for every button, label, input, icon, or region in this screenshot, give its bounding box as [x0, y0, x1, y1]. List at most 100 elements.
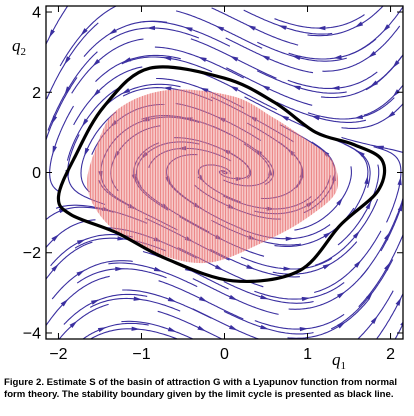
flow-arrow	[229, 55, 239, 62]
streamline	[46, 22, 99, 100]
flow-arrow	[397, 176, 402, 186]
streamline	[365, 53, 403, 91]
streamline	[254, 282, 345, 300]
flow-arrow	[337, 322, 346, 329]
flow-arrow	[254, 148, 263, 156]
streamline	[357, 290, 394, 339]
flow-arrow	[167, 296, 177, 303]
streamline	[287, 298, 370, 339]
flow-arrow	[336, 291, 346, 299]
flow-arrow	[80, 28, 88, 36]
x-tick-label: −1	[132, 346, 150, 363]
flow-arrow	[382, 24, 391, 32]
flow-arrow	[167, 327, 177, 333]
flow-arrow	[260, 324, 269, 330]
streamline	[320, 56, 403, 99]
flow-arrow	[229, 85, 239, 92]
flow-arrow	[375, 145, 385, 150]
flow-arrow	[322, 263, 332, 270]
flow-arrow	[60, 299, 69, 307]
streamline	[243, 9, 333, 35]
streamline	[348, 6, 403, 56]
streamline	[121, 320, 195, 339]
flow-arrow	[323, 231, 332, 239]
flow-arrow	[354, 260, 362, 268]
flow-arrow	[395, 297, 402, 306]
flow-arrow	[301, 296, 311, 302]
flow-arrow	[76, 270, 85, 277]
flow-arrow	[214, 264, 224, 271]
flow-arrow	[81, 118, 89, 127]
flow-arrow	[229, 324, 238, 331]
flow-arrow	[261, 55, 270, 61]
streamline	[343, 143, 369, 220]
flow-arrow	[64, 56, 71, 65]
flow-arrow	[84, 147, 90, 157]
streamline	[76, 268, 167, 284]
flow-arrow	[365, 291, 373, 300]
streamline	[58, 303, 109, 339]
flow-arrow	[247, 25, 256, 31]
x-axis-label: q1	[332, 350, 346, 372]
flow-arrow	[268, 167, 273, 176]
flow-arrow	[305, 201, 315, 208]
flow-arrow	[51, 263, 59, 272]
flow-arrow	[352, 230, 360, 239]
streamline	[46, 275, 110, 327]
flow-arrow	[336, 197, 343, 206]
flow-arrow	[146, 25, 156, 31]
flow-arrow	[76, 239, 86, 245]
streamline	[121, 56, 213, 73]
streamline	[376, 292, 403, 339]
flow-arrow	[90, 299, 100, 305]
flow-arrow	[133, 296, 143, 301]
flow-arrow	[331, 85, 340, 91]
flow-arrow	[198, 296, 208, 302]
flow-arrow	[97, 327, 107, 333]
flow-arrow	[283, 266, 292, 271]
flow-arrow	[131, 326, 141, 331]
flow-arrow	[354, 114, 363, 119]
phase-portrait-plot: −2 −1 0 1 2 −4 −2 0 2 4 q1 q2	[12, 5, 404, 372]
flow-arrow	[198, 56, 207, 63]
flow-arrow	[292, 85, 301, 91]
streamline	[240, 256, 333, 270]
flow-arrow	[93, 89, 101, 97]
flow-arrow	[368, 51, 377, 58]
axis-ticks: −2 −1 0 1 2 −4 −2 0 2 4	[23, 5, 403, 363]
flow-arrow	[248, 115, 258, 122]
flow-arrow	[113, 150, 121, 159]
flow-arrow	[214, 234, 224, 241]
limit-cycle-curve	[56, 65, 387, 284]
flow-arrow	[51, 234, 60, 242]
flow-arrow	[115, 266, 124, 272]
flow-arrow	[392, 60, 400, 69]
x-tick-label: 2	[386, 346, 395, 363]
y-tick-label: −2	[23, 245, 41, 262]
streamline	[363, 84, 403, 116]
flow-arrow	[370, 315, 378, 324]
streamline	[51, 260, 133, 300]
flow-arrow	[162, 86, 172, 91]
flow-arrow	[299, 326, 309, 332]
flow-arrow	[278, 25, 287, 31]
streamline	[307, 97, 395, 120]
y-axis-label: q2	[12, 36, 26, 58]
flow-arrow	[333, 54, 342, 60]
streamline	[139, 20, 231, 47]
y-tick-label: 0	[32, 165, 41, 182]
flow-arrow	[108, 28, 117, 35]
flow-arrow	[364, 175, 369, 185]
flow-arrow	[356, 150, 365, 158]
flow-arrow	[365, 200, 372, 210]
x-tick-label: −2	[49, 346, 67, 363]
flow-arrow	[369, 80, 379, 87]
flow-arrow	[117, 236, 126, 241]
streamline	[314, 198, 379, 266]
streamline	[358, 233, 403, 308]
streamline	[254, 313, 345, 330]
streamline	[71, 38, 144, 94]
flow-arrow	[162, 56, 172, 61]
streamline	[394, 322, 403, 339]
